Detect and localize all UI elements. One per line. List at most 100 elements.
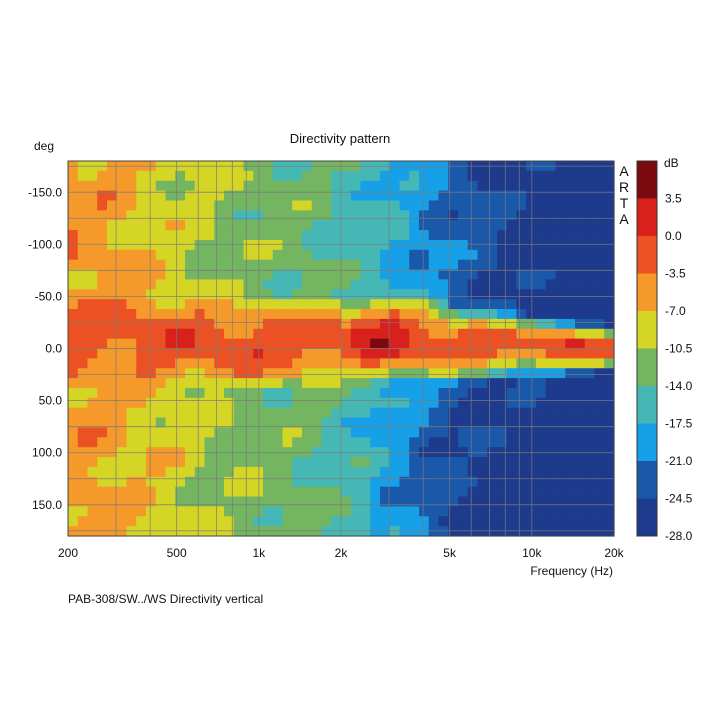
heatmap-cell [116, 526, 128, 537]
heatmap-cell [204, 437, 215, 448]
heatmap-cell [194, 368, 206, 379]
heatmap-cell [545, 299, 557, 310]
heatmap-cell [204, 259, 215, 271]
heatmap-cell [204, 516, 215, 527]
heatmap-cell [594, 466, 605, 478]
heatmap-cell [506, 328, 518, 340]
heatmap-cell [536, 180, 547, 192]
heatmap-cell [341, 466, 352, 478]
heatmap-cell [146, 170, 157, 182]
heatmap-cell [272, 516, 284, 527]
heatmap-cell [233, 457, 245, 468]
heatmap-cell [458, 190, 469, 202]
heatmap-cell [506, 407, 518, 419]
heatmap-cell [604, 239, 615, 251]
heatmap-cell [497, 239, 508, 251]
heatmap-cell [224, 210, 235, 221]
heatmap-cell [233, 506, 245, 517]
heatmap-cell [555, 437, 566, 448]
heatmap-cell [497, 289, 508, 300]
heatmap-cell [428, 506, 440, 517]
heatmap-cell [165, 338, 176, 350]
heatmap-cell [146, 387, 157, 399]
heatmap-cell [116, 230, 128, 241]
heatmap-cell [185, 427, 196, 438]
heatmap-cell [467, 496, 479, 507]
heatmap-cell [87, 239, 98, 251]
heatmap-cell [146, 239, 157, 251]
heatmap-cell [165, 387, 176, 399]
heatmap-cell [214, 368, 225, 379]
heatmap-cell [68, 368, 79, 379]
heatmap-cell [487, 170, 498, 182]
heatmap-cell [341, 230, 352, 241]
heatmap-cell [204, 476, 215, 488]
heatmap-cell [389, 230, 401, 241]
heatmap-cell [428, 348, 440, 359]
heatmap-cell [87, 437, 98, 448]
heatmap-cell [389, 249, 401, 261]
heatmap-cell [282, 368, 293, 379]
heatmap-cell [224, 358, 235, 369]
heatmap-cell [360, 180, 371, 192]
heatmap-cell [506, 259, 518, 271]
heatmap-cell [438, 358, 449, 369]
heatmap-cell [233, 259, 245, 271]
heatmap-cell [126, 309, 137, 320]
heatmap-cell [506, 457, 518, 468]
heatmap-cell [185, 239, 196, 251]
heatmap-cell [292, 496, 303, 507]
heatmap-cell [360, 466, 371, 478]
heatmap-cell [175, 279, 186, 290]
heatmap-cell [68, 289, 79, 300]
heatmap-cell [146, 279, 157, 290]
heatmap-cell [282, 239, 293, 251]
heatmap-cell [165, 466, 176, 478]
heatmap-cell [311, 299, 323, 310]
heatmap-cell [126, 210, 137, 221]
heatmap-cell [136, 378, 147, 389]
heatmap-cell [233, 328, 245, 340]
colorbar-border [636, 160, 658, 537]
heatmap-cell [458, 299, 469, 310]
heatmap-cell [584, 417, 596, 429]
heatmap-cell [389, 387, 401, 399]
heatmap-cell [204, 328, 215, 340]
heatmap-cell [341, 180, 352, 192]
heatmap-cell [165, 378, 176, 389]
heatmap-cell [233, 476, 245, 488]
heatmap-cell [380, 180, 391, 192]
heatmap-cell [380, 496, 391, 507]
heatmap-cell [458, 318, 469, 330]
heatmap-cell [467, 279, 479, 290]
heatmap-cell [341, 170, 352, 182]
heatmap-cell [214, 318, 225, 330]
colorbar-level-label: -7.0 [665, 304, 686, 318]
heatmap-cell [331, 180, 342, 192]
heatmap-cell [565, 417, 576, 429]
heatmap-cell [370, 526, 381, 537]
heatmap-cell [97, 230, 108, 241]
heatmap-cell [438, 210, 449, 221]
heatmap-cell [516, 387, 527, 399]
heatmap-cell [224, 378, 235, 389]
heatmap-cell [360, 368, 371, 379]
heatmap-cell [302, 368, 313, 379]
heatmap-cell [311, 506, 323, 517]
heatmap-cell [604, 496, 615, 507]
heatmap-cell [467, 476, 479, 488]
heatmap-cell [350, 328, 362, 340]
heatmap-cell [458, 378, 469, 389]
heatmap-cell [555, 289, 566, 300]
heatmap-cell [575, 309, 586, 320]
colorbar-level-label: -3.5 [665, 267, 686, 281]
heatmap-cell [97, 239, 108, 251]
heatmap-cell [272, 378, 284, 389]
heatmap-cell [311, 180, 323, 192]
heatmap-cell [419, 526, 430, 537]
heatmap-cell [536, 378, 547, 389]
heatmap-cell [185, 516, 196, 527]
heatmap-cell [497, 318, 508, 330]
heatmap-cell [477, 516, 488, 527]
heatmap-cell [497, 457, 508, 468]
